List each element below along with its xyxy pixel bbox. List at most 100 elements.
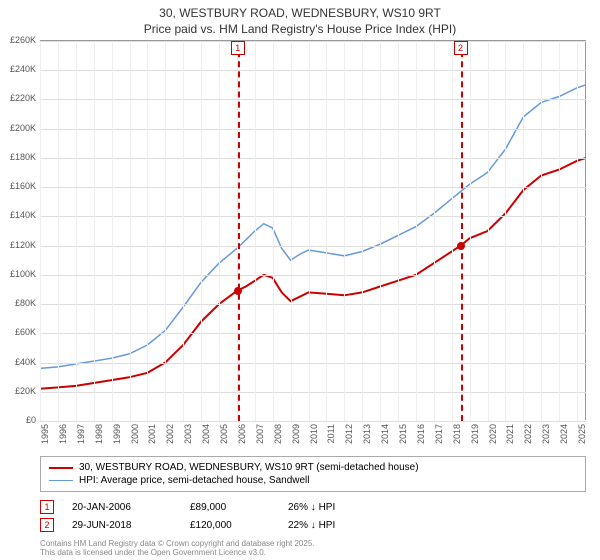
title-line-2: Price paid vs. HM Land Registry's House …: [0, 22, 600, 38]
sale-marker-dot: [234, 287, 242, 295]
x-gridline: [219, 41, 220, 421]
series-line-price_paid: [40, 158, 586, 389]
sales-row-price: £89,000: [190, 502, 270, 513]
x-tick-label: 2006: [237, 424, 247, 444]
x-tick-label: 2016: [416, 424, 426, 444]
y-gridline: [40, 187, 586, 188]
sales-row-hpi: 22% ↓ HPI: [288, 520, 388, 531]
sales-row-date: 20-JAN-2006: [72, 502, 172, 513]
x-tick-label: 2020: [488, 424, 498, 444]
y-gridline: [40, 246, 586, 247]
sales-row: 120-JAN-2006£89,00026% ↓ HPI: [40, 498, 586, 516]
x-tick-label: 2007: [255, 424, 265, 444]
x-tick-label: 2003: [183, 424, 193, 444]
y-tick-label: £140K: [10, 210, 36, 220]
x-gridline: [76, 41, 77, 421]
x-tick-label: 2013: [362, 424, 372, 444]
title-block: 30, WESTBURY ROAD, WEDNESBURY, WS10 9RT …: [0, 0, 600, 39]
chart-area: 12: [40, 40, 586, 420]
plot-svg: [40, 41, 586, 421]
footer: Contains HM Land Registry data © Crown c…: [40, 539, 315, 558]
x-axis: 1995 1996 1997 1998 1999 2000 2001 2002 2003 2004…: [40, 420, 586, 460]
x-tick-label: 2000: [130, 424, 140, 444]
y-gridline: [40, 158, 586, 159]
x-tick-label: 2004: [201, 424, 211, 444]
y-tick-label: £80K: [15, 298, 36, 308]
x-gridline: [344, 41, 345, 421]
x-tick-label: 2009: [291, 424, 301, 444]
sale-marker-line: [461, 41, 463, 421]
y-gridline: [40, 216, 586, 217]
x-gridline: [309, 41, 310, 421]
y-gridline: [40, 70, 586, 71]
sale-marker-label: 1: [231, 41, 245, 55]
x-gridline: [147, 41, 148, 421]
y-tick-label: £20K: [15, 386, 36, 396]
x-gridline: [94, 41, 95, 421]
sales-row-marker: 1: [40, 500, 54, 514]
x-tick-label: 2018: [452, 424, 462, 444]
x-tick-label: 2011: [326, 424, 336, 443]
y-gridline: [40, 99, 586, 100]
x-tick-label: 1996: [58, 424, 68, 444]
x-tick-label: 2012: [344, 424, 354, 444]
x-tick-label: 2019: [470, 424, 480, 444]
y-tick-label: £120K: [10, 240, 36, 250]
y-gridline: [40, 41, 586, 42]
x-gridline: [505, 41, 506, 421]
x-gridline: [112, 41, 113, 421]
x-gridline: [416, 41, 417, 421]
x-tick-label: 2021: [505, 424, 515, 444]
x-gridline: [291, 41, 292, 421]
legend-row: HPI: Average price, semi-detached house,…: [49, 474, 577, 487]
y-tick-label: £240K: [10, 64, 36, 74]
x-gridline: [398, 41, 399, 421]
x-tick-label: 2023: [541, 424, 551, 444]
x-gridline: [434, 41, 435, 421]
x-gridline: [58, 41, 59, 421]
legend-swatch-series-1: [49, 480, 73, 481]
x-gridline: [577, 41, 578, 421]
x-gridline: [273, 41, 274, 421]
x-tick-label: 2001: [147, 424, 157, 444]
y-tick-label: £0: [26, 415, 36, 425]
y-gridline: [40, 392, 586, 393]
x-gridline: [523, 41, 524, 421]
x-gridline: [40, 41, 41, 421]
x-tick-label: 1995: [40, 424, 50, 444]
sales-row: 229-JUN-2018£120,00022% ↓ HPI: [40, 516, 586, 534]
y-tick-label: £200K: [10, 123, 36, 133]
chart-container: 30, WESTBURY ROAD, WEDNESBURY, WS10 9RT …: [0, 0, 600, 560]
x-tick-label: 2005: [219, 424, 229, 444]
x-gridline: [201, 41, 202, 421]
x-tick-label: 1998: [94, 424, 104, 444]
sale-marker-dot: [457, 242, 465, 250]
x-gridline: [165, 41, 166, 421]
sales-table: 120-JAN-2006£89,00026% ↓ HPI229-JUN-2018…: [40, 498, 586, 534]
x-tick-label: 2015: [398, 424, 408, 444]
y-gridline: [40, 333, 586, 334]
x-gridline: [559, 41, 560, 421]
legend-label-series-1: HPI: Average price, semi-detached house,…: [79, 475, 310, 486]
x-tick-label: 1999: [112, 424, 122, 444]
footer-line-2: This data is licensed under the Open Gov…: [40, 548, 315, 558]
x-gridline: [488, 41, 489, 421]
y-gridline: [40, 363, 586, 364]
y-gridline: [40, 304, 586, 305]
y-axis: £0£20K£40K£60K£80K£100K£120K£140K£160K£1…: [0, 40, 40, 420]
x-tick-label: 2008: [273, 424, 283, 444]
x-gridline: [362, 41, 363, 421]
legend-swatch-series-0: [49, 467, 73, 469]
x-tick-label: 2002: [165, 424, 175, 444]
x-gridline: [541, 41, 542, 421]
legend-label-series-0: 30, WESTBURY ROAD, WEDNESBURY, WS10 9RT …: [79, 462, 419, 473]
x-tick-label: 2024: [559, 424, 569, 444]
y-tick-label: £180K: [10, 152, 36, 162]
x-tick-label: 1997: [76, 424, 86, 444]
y-tick-label: £100K: [10, 269, 36, 279]
y-tick-label: £160K: [10, 181, 36, 191]
y-tick-label: £60K: [15, 327, 36, 337]
x-tick-label: 2010: [309, 424, 319, 444]
sales-row-price: £120,000: [190, 520, 270, 531]
series-line-hpi: [40, 85, 586, 369]
